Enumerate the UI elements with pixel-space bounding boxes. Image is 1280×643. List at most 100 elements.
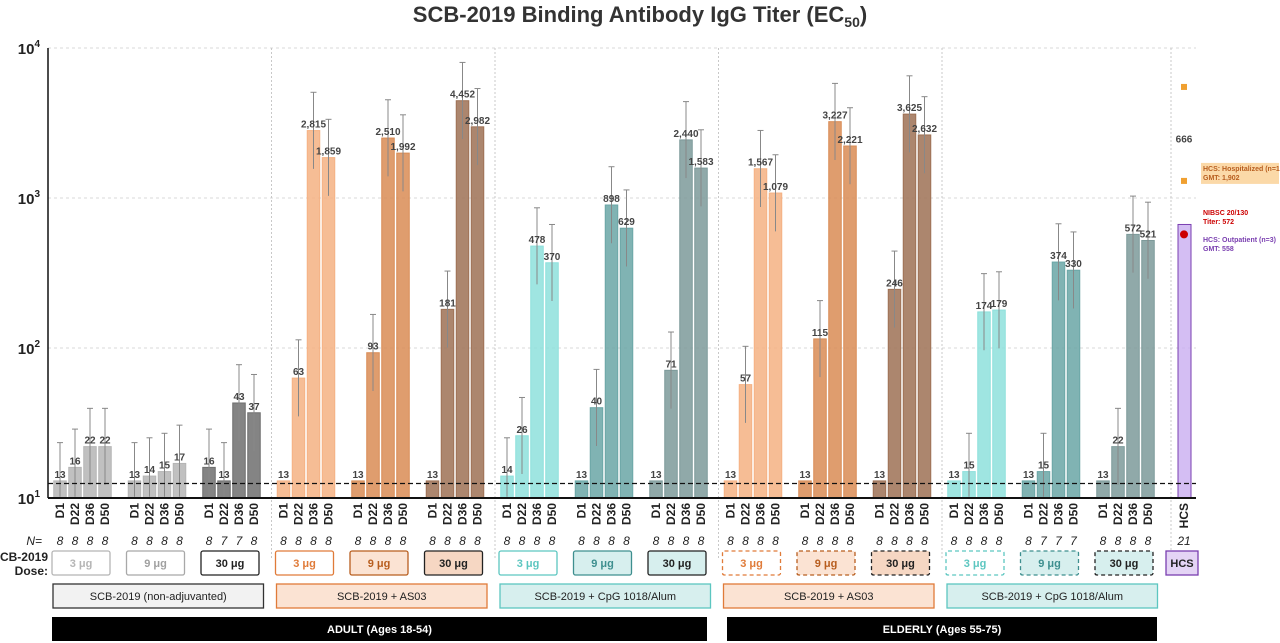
day-label: D1 [1096,503,1110,519]
bar [828,121,842,499]
value-label: 2,815 [301,120,326,131]
day-label: D36 [307,503,321,525]
value-label: 22 [99,436,111,447]
n-value: 8 [847,534,854,548]
n-value: 8 [1100,534,1107,548]
dose-label: 3 μg [517,558,540,570]
value-label: 26 [516,425,528,436]
dose-box [721,550,782,576]
value-label: 370 [544,252,561,263]
annotation-bg [1201,162,1279,184]
hcs-axis-label: HCS [1177,503,1191,528]
bar [917,134,932,499]
n-value: 8 [578,534,585,548]
value-label: 2,510 [375,127,400,138]
value-label: 37 [248,402,260,413]
value-label: 572 [1125,223,1142,234]
n-value: 8 [444,534,451,548]
day-label: D50 [396,503,410,525]
value-label: 3,227 [822,111,847,122]
day-label: D36 [232,503,246,525]
value-label: 330 [1065,259,1082,270]
hcs-hospitalized-marker [1181,83,1187,90]
value-label: 4,452 [450,90,475,101]
day-label: D22 [739,503,753,525]
n-value: 7 [221,534,229,548]
day-label: D22 [366,503,380,525]
dose-label: 9 μg [1038,558,1061,570]
n-value: 8 [921,534,928,548]
n-value: 8 [981,534,988,548]
n-value: 8 [623,534,630,548]
population-label: ELDERLY (Ages 55-75) [883,624,1002,636]
day-label: D50 [843,503,857,525]
day-label: D50 [992,503,1006,525]
hcs-value-label: 666 [1176,134,1193,145]
n-value: 8 [832,534,839,548]
value-label: 13 [129,470,141,481]
bar [902,113,917,499]
dose-label: 30 μg [663,558,692,570]
day-label: D36 [158,503,172,525]
day-label: D36 [83,503,97,525]
day-label: D36 [1052,503,1066,525]
day-label: D22 [68,503,82,525]
value-label: 15 [963,461,975,472]
value-label: 13 [352,470,364,481]
n-value: 8 [966,534,973,548]
value-label: 374 [1050,251,1067,262]
value-label: 2,221 [837,135,862,146]
dose-label: 3 μg [740,558,763,570]
bar [1141,239,1155,499]
dose-box [572,550,633,576]
n-value: 8 [534,534,541,548]
adjuvant-box [52,583,265,609]
hcs-box [1165,550,1199,576]
day-label: D36 [530,503,544,525]
day-label: D22 [888,503,902,525]
axes: 101 102 103 104 [18,39,1196,508]
dose-label: 9 μg [144,558,167,570]
adjuvant-box [946,583,1159,609]
n-value: 8 [891,534,898,548]
annotation-text: NIBSC 20/130 [1203,210,1248,217]
day-label: D1 [873,503,887,519]
value-label: 93 [367,342,379,353]
bar [694,167,708,499]
day-label: D36 [456,503,470,525]
value-label: 115 [812,328,829,339]
population-label: ADULT (Ages 18-54) [327,624,432,636]
value-label: 2,982 [465,116,490,127]
day-label: D50 [769,503,783,525]
annotation-text: Titer: 572 [1203,219,1234,226]
n-value: 8 [742,534,749,548]
n-value: 8 [325,534,332,548]
n-value: 8 [683,534,690,548]
n-value: 8 [608,534,615,548]
day-label: D50 [694,503,708,525]
chart-title-close: ) [860,2,867,27]
day-label: D1 [1022,503,1036,519]
value-label: 14 [144,465,156,476]
n-value: 8 [474,534,481,548]
bottom-panel: D1 8 D22 8 D36 8 D50 8 3 μg D1 8 D22 8 D36 8 D50 8 9 μg D1… [0,503,1199,641]
dose-label: 9 μg [591,558,614,570]
day-label: D50 [247,503,261,525]
population-bar [727,617,1157,641]
value-label: 16 [69,456,81,467]
annotation-text: GMT: 558 [1203,246,1234,253]
hcs-annotations: HCS: Hospitalized (n=17) GMT: 1,902 NIBSC … [1180,83,1280,253]
n-value: 8 [161,534,168,548]
n-value: 8 [1130,534,1137,548]
y-tick-label: 104 [18,39,41,58]
day-label: D50 [545,503,559,525]
value-label: 43 [233,392,245,403]
hcs-box-label: HCS [1170,558,1193,570]
n-value: 8 [72,534,79,548]
day-label: D22 [590,503,604,525]
value-label: 174 [976,301,993,312]
bar [306,130,321,499]
day-label: D50 [1141,503,1155,525]
n-value: 7 [236,534,244,548]
